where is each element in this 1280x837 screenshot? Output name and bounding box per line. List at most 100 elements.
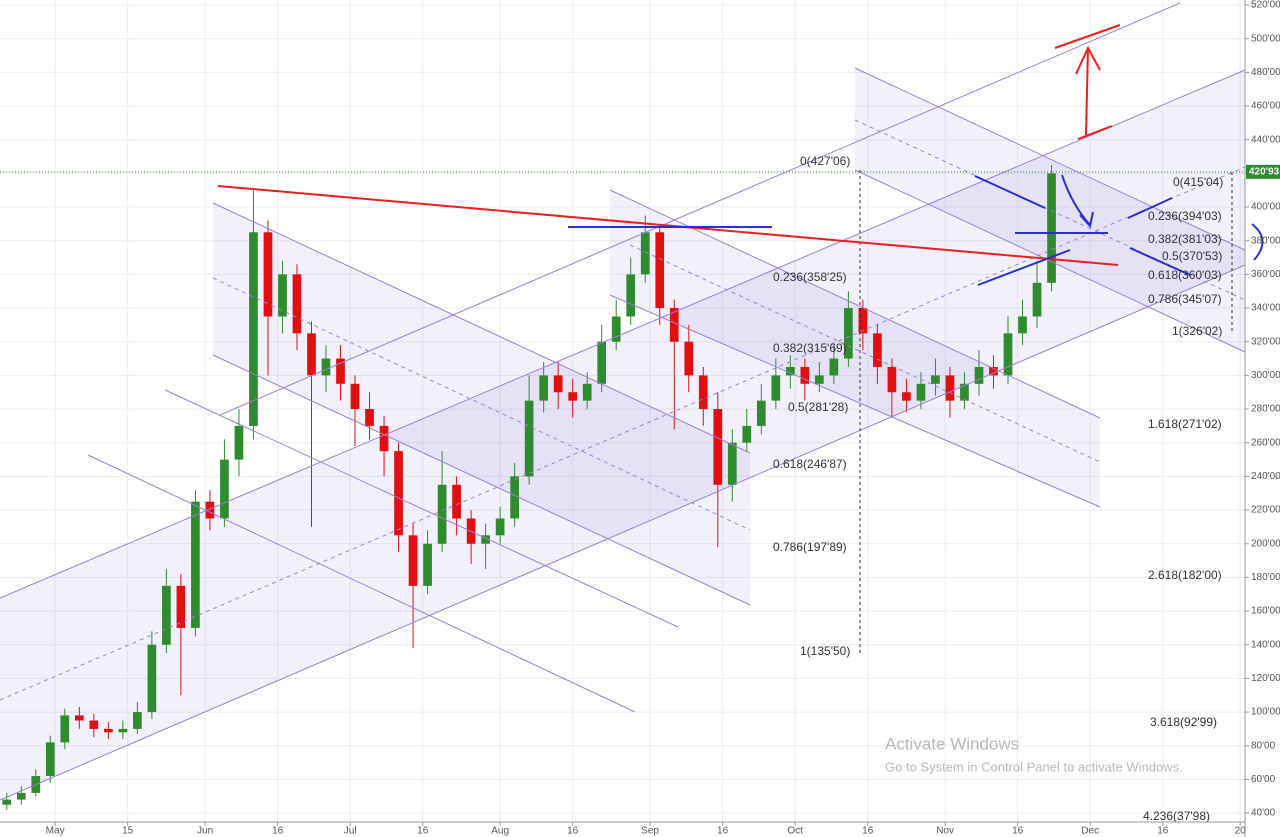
watermark-text: Go to System in Control Panel to activat… — [885, 759, 1183, 774]
y-tick-label: 320'00 — [1251, 336, 1280, 347]
channel-line — [854, 169, 1246, 353]
channel-line — [164, 389, 679, 628]
channel-band — [0, 70, 1245, 800]
candle-body — [568, 392, 578, 401]
channel-line — [854, 67, 1246, 251]
channel-line — [212, 354, 751, 606]
fib-label: 0.236(394'03) — [1148, 209, 1222, 223]
x-tick-label: 16 — [417, 826, 429, 837]
x-tick-label: 16 — [862, 826, 874, 837]
fib-label: 0(415'04) — [1173, 175, 1223, 189]
candle-body — [495, 518, 505, 536]
candle-body — [974, 366, 984, 384]
candle-body — [989, 366, 998, 376]
candle-body — [176, 585, 186, 628]
y-tick-label: 300'00 — [1251, 370, 1280, 381]
channel-line — [0, 69, 1246, 599]
candle-body — [916, 383, 926, 401]
candle-body — [45, 742, 55, 777]
target-arrow — [1054, 24, 1121, 140]
fib-label: 0.236(358'25) — [773, 270, 847, 284]
candle-body — [626, 274, 636, 317]
candle-body — [321, 358, 331, 376]
x-tick-label: May — [46, 826, 65, 837]
y-tick-label: 200'00 — [1251, 538, 1280, 549]
candle-body — [1003, 333, 1013, 376]
y-tick-label: 460'00 — [1251, 101, 1280, 112]
x-tick-label: Sep — [641, 826, 659, 837]
y-tick-label: 80'00 — [1251, 740, 1276, 751]
candle-body — [698, 375, 708, 410]
candle-body — [336, 358, 345, 384]
channel-band — [610, 190, 1100, 507]
candle-body — [365, 409, 374, 426]
candle-body — [379, 425, 389, 452]
grid — [0, 0, 1245, 822]
candle-body — [147, 644, 157, 713]
candle-body — [815, 375, 824, 384]
candle-body — [727, 442, 737, 485]
candle-body — [408, 535, 418, 586]
fib-labels: 0(427'06) 0.236(358'25) 0.382(315'69) 0.5(2… — [773, 154, 1223, 823]
y-tick-label: 400'00 — [1251, 202, 1280, 213]
channel-mid — [212, 277, 751, 531]
x-tick-label: 16 — [717, 826, 729, 837]
candle-body — [307, 333, 316, 376]
candle-body — [452, 484, 461, 519]
fib-label: 0.5(281'28) — [788, 400, 848, 414]
channel-line — [219, 2, 1181, 416]
y-tick-label: 440'00 — [1251, 134, 1280, 145]
candle-body — [1018, 316, 1027, 334]
channel-mid — [0, 166, 1246, 701]
fib-label: 0.382(315'69) — [773, 341, 847, 355]
channel-line — [0, 264, 1246, 801]
x-tick-label: 15 — [122, 826, 134, 837]
y-tick-label: 100'00 — [1251, 707, 1280, 718]
candle-body — [655, 232, 665, 309]
candle-body — [858, 308, 868, 334]
candle-body — [640, 232, 650, 275]
candle-body — [133, 712, 142, 729]
y-tick-label: 120'00 — [1251, 673, 1280, 684]
candle-body — [278, 274, 287, 317]
x-tick-label: 16 — [567, 826, 579, 837]
candles — [2, 164, 1056, 810]
candle-body — [771, 375, 781, 401]
candle-body — [263, 232, 273, 317]
candle-body — [1047, 173, 1056, 283]
candle-body — [713, 409, 723, 485]
fib-label: 0.618(246'87) — [773, 457, 847, 471]
candle-body — [220, 459, 229, 519]
candle-body — [684, 341, 694, 376]
candle-body — [945, 375, 955, 401]
candle-body — [873, 333, 882, 367]
candle-body — [887, 366, 897, 393]
fib-label: 0.382(381'03) — [1148, 232, 1222, 246]
channel-mid — [629, 244, 1101, 463]
fib-label: 0.786(197'89) — [773, 540, 847, 554]
candle-body — [960, 383, 969, 401]
candle-body — [437, 484, 447, 544]
candle-body — [597, 341, 607, 384]
candle-body — [205, 501, 215, 519]
x-tick-label: Jul — [344, 826, 357, 837]
last-price-tag — [1246, 164, 1280, 179]
candle-body — [756, 400, 766, 426]
y-tick-label: 220'00 — [1251, 505, 1280, 516]
y-tick-label: 380'00 — [1251, 235, 1280, 246]
fib-label: 0.618(360'03) — [1148, 268, 1222, 282]
x-tick-label: Aug — [491, 826, 509, 837]
candle-body — [844, 308, 853, 359]
trend-line — [217, 185, 1119, 266]
y-tick-label: 260'00 — [1251, 437, 1280, 448]
x-tick-label: Nov — [936, 826, 954, 837]
x-tick-label: 20 — [1235, 826, 1247, 837]
y-tick-label: 180'00 — [1251, 572, 1280, 583]
candle-body — [394, 451, 403, 536]
y-tick-label: 140'00 — [1251, 639, 1280, 650]
last-price-label: 420'93 — [1249, 166, 1280, 177]
candle-body — [510, 476, 519, 519]
x-tick-label: 16 — [272, 826, 284, 837]
candle-body — [611, 316, 621, 342]
